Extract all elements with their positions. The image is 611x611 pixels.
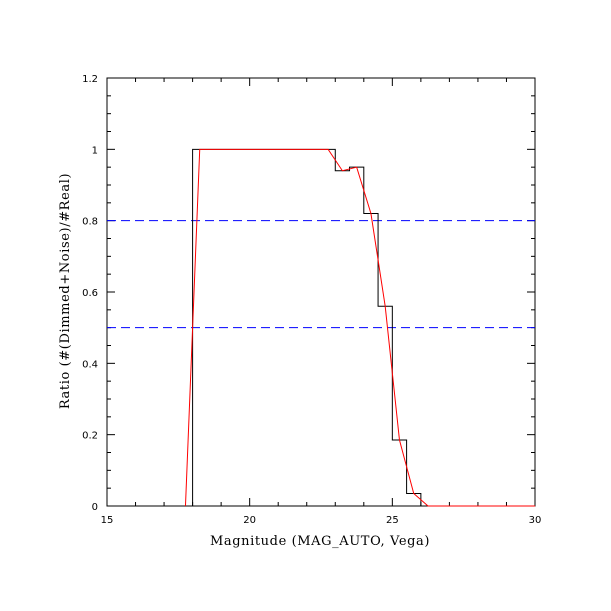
y-tick-label: 0	[92, 502, 98, 513]
y-tick-label: 0.2	[82, 431, 98, 442]
interpolated-line-series	[184, 148, 535, 507]
plot-frame	[106, 77, 536, 507]
y-tick-label: 0.4	[82, 359, 98, 370]
y-tick-label: 1	[92, 145, 98, 156]
x-tick-label: 25	[386, 515, 399, 526]
x-tick-label: 30	[529, 515, 542, 526]
y-tick-label: 0.6	[82, 288, 98, 299]
y-tick-label: 1.2	[82, 74, 98, 85]
x-axis-label: Magnitude (MAG_AUTO, Vega)	[210, 534, 430, 549]
x-tick-label: 15	[101, 515, 114, 526]
y-axis-label: Ratio (#(Dimmed+Noise)/#Real)	[58, 173, 73, 409]
y-tick-label: 0.8	[82, 217, 98, 228]
x-tick-label: 20	[243, 515, 256, 526]
plot-area: 15 20 25 30 0 0.2 0.4 0.6 0.8 1 1.2	[82, 74, 541, 526]
